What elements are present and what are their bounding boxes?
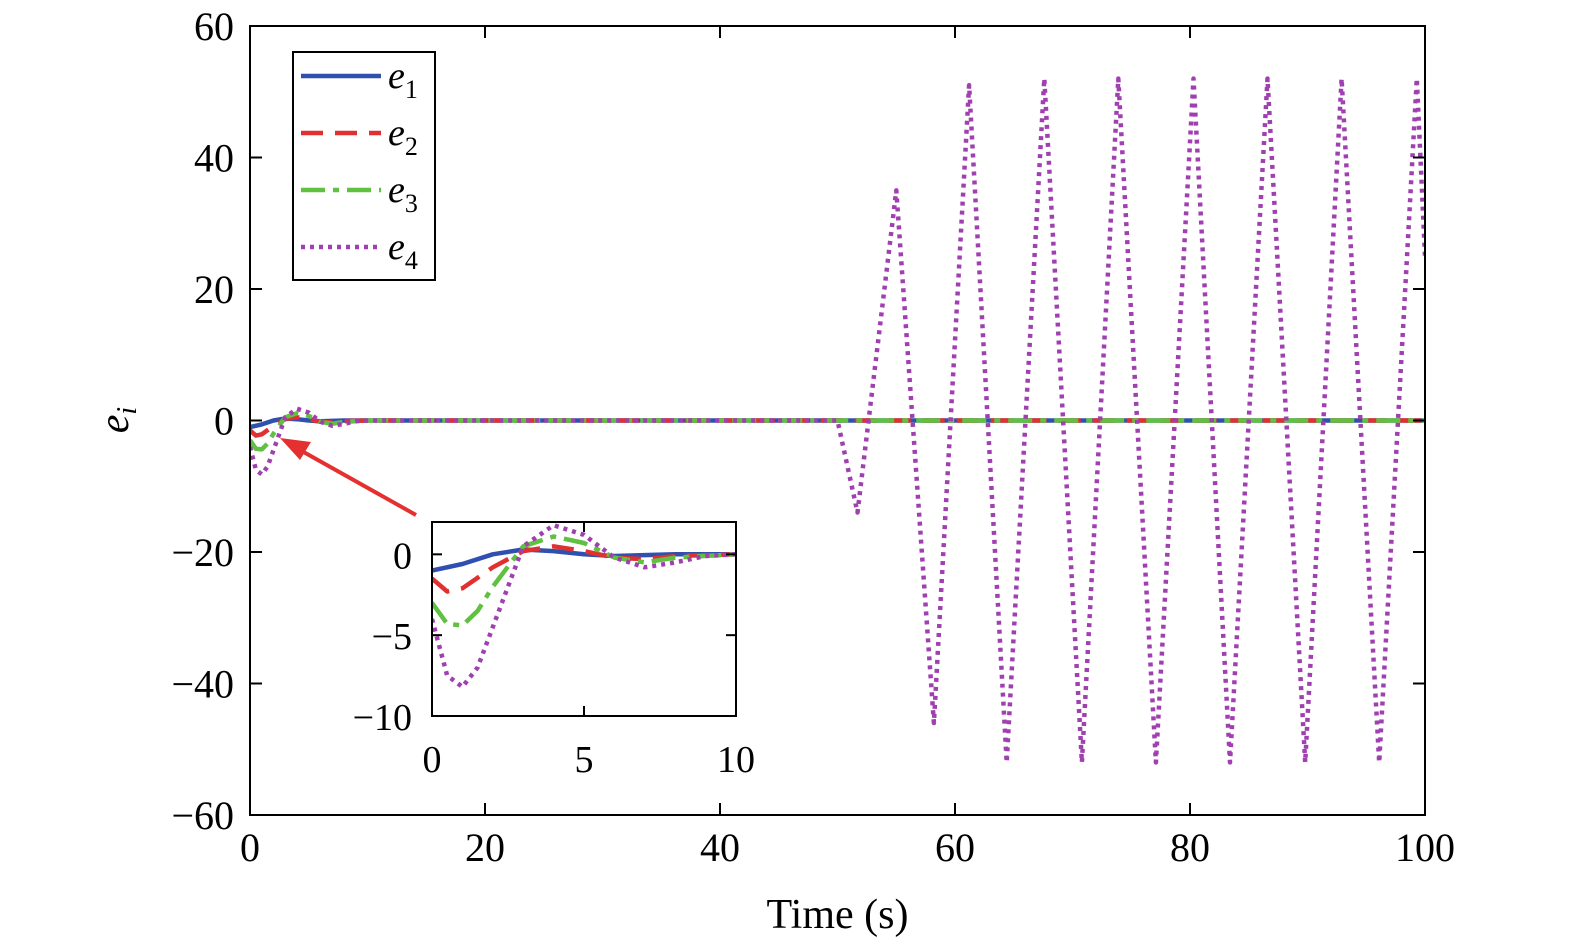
y-tick-label: −40 bbox=[171, 662, 234, 707]
y-tick-label: 20 bbox=[194, 267, 234, 312]
inset-x-tick-label: 10 bbox=[717, 739, 755, 781]
x-axis-title: Time (s) bbox=[767, 892, 909, 938]
y-tick-label: 40 bbox=[194, 136, 234, 181]
main-series-group bbox=[250, 76, 1425, 765]
x-tick-label: 0 bbox=[240, 825, 260, 870]
series-line-e2 bbox=[250, 414, 1425, 438]
annotation-arrow bbox=[280, 438, 417, 517]
inset-series-group bbox=[432, 522, 736, 690]
legend-label-subscript: 1 bbox=[405, 75, 418, 104]
x-tick-label: 100 bbox=[1395, 825, 1455, 870]
arrow-head bbox=[280, 438, 311, 460]
inset-y-tick-label: −5 bbox=[372, 616, 412, 658]
series-line-e4 bbox=[250, 76, 1425, 765]
legend-label-subscript: 3 bbox=[405, 189, 418, 218]
legend-box bbox=[292, 51, 436, 281]
inset-series-line-e1 bbox=[432, 547, 736, 573]
x-tick-label: 20 bbox=[465, 825, 505, 870]
inset-x-tick-label: 5 bbox=[575, 739, 594, 781]
y-tick-label: −60 bbox=[171, 793, 234, 838]
inset-plot-area: 0 5 10 0 −5 −10 bbox=[353, 521, 755, 781]
x-tick-label: 60 bbox=[935, 825, 975, 870]
y-tick-label: 0 bbox=[214, 399, 234, 444]
x-tick-label: 40 bbox=[700, 825, 740, 870]
inset-series-line-e3 bbox=[432, 534, 736, 628]
series-line-e3 bbox=[250, 411, 1425, 452]
inset-x-tick-label: 0 bbox=[423, 739, 442, 781]
inset-y-tick-label: −10 bbox=[353, 697, 412, 739]
x-tick-label: 80 bbox=[1170, 825, 1210, 870]
legend-label-e4: e4 bbox=[388, 226, 418, 275]
legend-label-subscript: 4 bbox=[405, 246, 418, 275]
inset-background bbox=[432, 522, 736, 716]
inset-y-tick-label: 0 bbox=[393, 535, 412, 577]
y-tick-label: 60 bbox=[194, 4, 234, 49]
arrow-shaft bbox=[299, 448, 417, 517]
legend-label-e2: e2 bbox=[388, 112, 418, 161]
y-axis-title-subscript: i bbox=[112, 407, 143, 415]
legend-label-subscript: 2 bbox=[405, 132, 418, 161]
inset-series-line-e2 bbox=[432, 544, 736, 594]
y-tick-label: −20 bbox=[171, 530, 234, 575]
y-axis-title: ei bbox=[92, 407, 143, 433]
